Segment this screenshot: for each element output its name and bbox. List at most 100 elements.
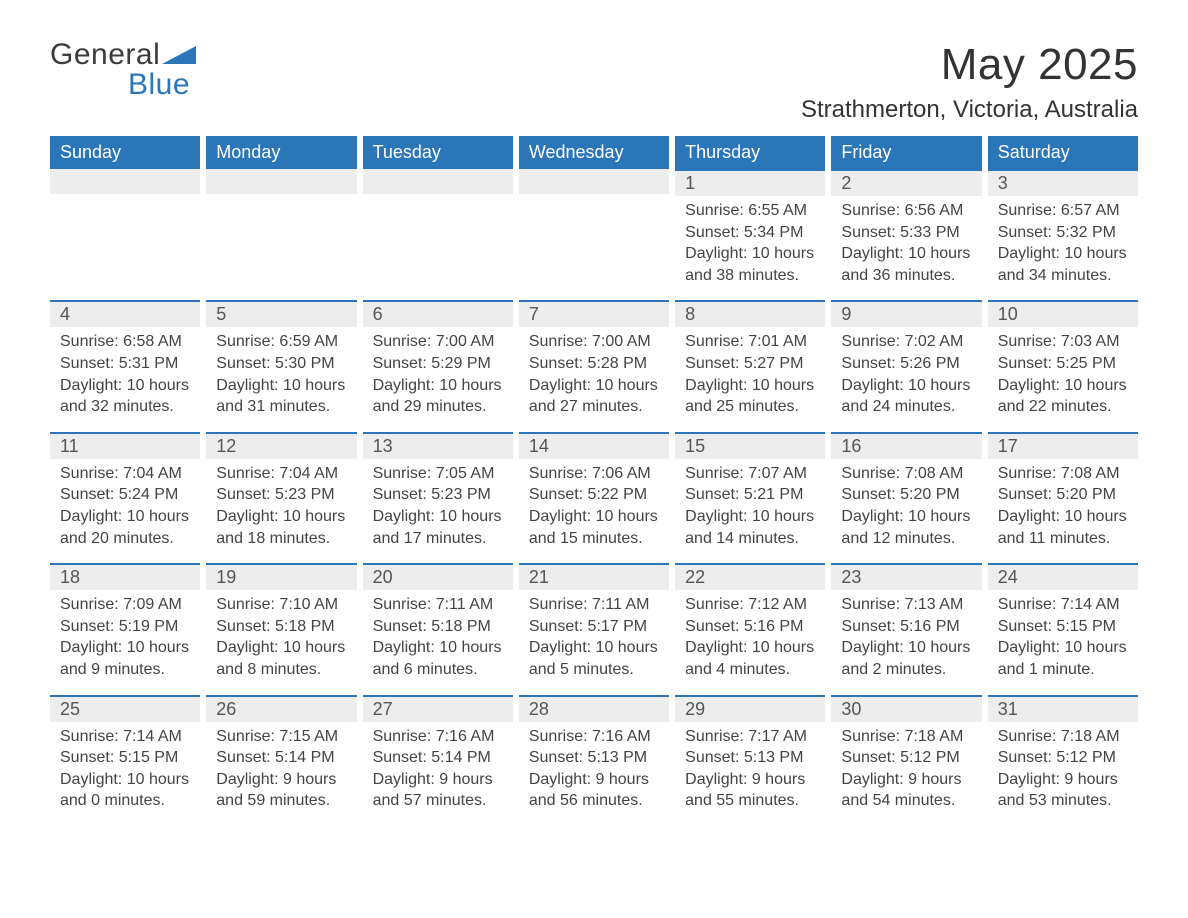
day-cell: 4Sunrise: 6:58 AMSunset: 5:31 PMDaylight… [50, 300, 200, 431]
day-body [206, 194, 356, 212]
day-cell: 25Sunrise: 7:14 AMSunset: 5:15 PMDayligh… [50, 695, 200, 826]
sunset-text: Sunset: 5:30 PM [216, 353, 346, 375]
daylight-text: Daylight: 10 hours and 29 minutes. [373, 375, 503, 418]
sunset-text: Sunset: 5:19 PM [60, 616, 190, 638]
sunrise-text: Sunrise: 7:06 AM [529, 463, 659, 485]
sunrise-text: Sunrise: 7:13 AM [841, 594, 971, 616]
day-cell: 23Sunrise: 7:13 AMSunset: 5:16 PMDayligh… [831, 563, 981, 694]
day-number: 31 [988, 695, 1138, 722]
day-number: 21 [519, 563, 669, 590]
sunset-text: Sunset: 5:28 PM [529, 353, 659, 375]
sunrise-text: Sunrise: 7:10 AM [216, 594, 346, 616]
sunset-text: Sunset: 5:23 PM [373, 484, 503, 506]
sunset-text: Sunset: 5:24 PM [60, 484, 190, 506]
day-cell: 28Sunrise: 7:16 AMSunset: 5:13 PMDayligh… [519, 695, 669, 826]
day-cell: 15Sunrise: 7:07 AMSunset: 5:21 PMDayligh… [675, 432, 825, 563]
day-body: Sunrise: 7:07 AMSunset: 5:21 PMDaylight:… [675, 459, 825, 563]
day-header: Friday [831, 136, 981, 169]
day-body: Sunrise: 7:00 AMSunset: 5:28 PMDaylight:… [519, 327, 669, 431]
day-body [519, 194, 669, 212]
day-number: . [206, 169, 356, 194]
day-number: 9 [831, 300, 981, 327]
day-cell: 22Sunrise: 7:12 AMSunset: 5:16 PMDayligh… [675, 563, 825, 694]
sunrise-text: Sunrise: 6:58 AM [60, 331, 190, 353]
day-body: Sunrise: 7:18 AMSunset: 5:12 PMDaylight:… [988, 722, 1138, 826]
sunrise-text: Sunrise: 6:56 AM [841, 200, 971, 222]
daylight-text: Daylight: 10 hours and 15 minutes. [529, 506, 659, 549]
day-number: 30 [831, 695, 981, 722]
sunrise-text: Sunrise: 7:16 AM [529, 726, 659, 748]
day-body: Sunrise: 7:12 AMSunset: 5:16 PMDaylight:… [675, 590, 825, 694]
day-number: 16 [831, 432, 981, 459]
sunrise-text: Sunrise: 7:07 AM [685, 463, 815, 485]
day-number: 20 [363, 563, 513, 590]
sunset-text: Sunset: 5:20 PM [841, 484, 971, 506]
sunset-text: Sunset: 5:27 PM [685, 353, 815, 375]
daylight-text: Daylight: 10 hours and 14 minutes. [685, 506, 815, 549]
sunset-text: Sunset: 5:23 PM [216, 484, 346, 506]
sunrise-text: Sunrise: 7:14 AM [998, 594, 1128, 616]
day-number: 4 [50, 300, 200, 327]
day-cell: 27Sunrise: 7:16 AMSunset: 5:14 PMDayligh… [363, 695, 513, 826]
day-number: 6 [363, 300, 513, 327]
day-cell: 9Sunrise: 7:02 AMSunset: 5:26 PMDaylight… [831, 300, 981, 431]
day-number: 27 [363, 695, 513, 722]
sunset-text: Sunset: 5:18 PM [373, 616, 503, 638]
day-cell: 24Sunrise: 7:14 AMSunset: 5:15 PMDayligh… [988, 563, 1138, 694]
sunset-text: Sunset: 5:13 PM [529, 747, 659, 769]
day-body: Sunrise: 6:58 AMSunset: 5:31 PMDaylight:… [50, 327, 200, 431]
logo: General Blue [50, 40, 196, 100]
day-number: 22 [675, 563, 825, 590]
day-number: 18 [50, 563, 200, 590]
day-body: Sunrise: 7:13 AMSunset: 5:16 PMDaylight:… [831, 590, 981, 694]
day-body: Sunrise: 6:55 AMSunset: 5:34 PMDaylight:… [675, 196, 825, 300]
day-cell: 19Sunrise: 7:10 AMSunset: 5:18 PMDayligh… [206, 563, 356, 694]
day-number: 14 [519, 432, 669, 459]
day-cell: 16Sunrise: 7:08 AMSunset: 5:20 PMDayligh… [831, 432, 981, 563]
sunrise-text: Sunrise: 6:59 AM [216, 331, 346, 353]
daylight-text: Daylight: 10 hours and 2 minutes. [841, 637, 971, 680]
day-body: Sunrise: 7:14 AMSunset: 5:15 PMDaylight:… [50, 722, 200, 826]
day-number: . [519, 169, 669, 194]
sunrise-text: Sunrise: 7:00 AM [373, 331, 503, 353]
sunrise-text: Sunrise: 7:11 AM [529, 594, 659, 616]
sunset-text: Sunset: 5:31 PM [60, 353, 190, 375]
daylight-text: Daylight: 10 hours and 8 minutes. [216, 637, 346, 680]
day-number: 5 [206, 300, 356, 327]
daylight-text: Daylight: 10 hours and 36 minutes. [841, 243, 971, 286]
day-header: Saturday [988, 136, 1138, 169]
daylight-text: Daylight: 10 hours and 25 minutes. [685, 375, 815, 418]
sunset-text: Sunset: 5:16 PM [841, 616, 971, 638]
sunset-text: Sunset: 5:20 PM [998, 484, 1128, 506]
sunrise-text: Sunrise: 7:14 AM [60, 726, 190, 748]
sunrise-text: Sunrise: 7:00 AM [529, 331, 659, 353]
day-number: 8 [675, 300, 825, 327]
sunrise-text: Sunrise: 7:08 AM [998, 463, 1128, 485]
location-text: Strathmerton, Victoria, Australia [801, 96, 1138, 124]
sunset-text: Sunset: 5:12 PM [998, 747, 1128, 769]
month-title: May 2025 [801, 40, 1138, 90]
day-number: 13 [363, 432, 513, 459]
day-body: Sunrise: 7:01 AMSunset: 5:27 PMDaylight:… [675, 327, 825, 431]
sunrise-text: Sunrise: 7:01 AM [685, 331, 815, 353]
day-number: 7 [519, 300, 669, 327]
header: General Blue May 2025 Strathmerton, Vict… [50, 40, 1138, 124]
sunrise-text: Sunrise: 7:16 AM [373, 726, 503, 748]
day-number: 2 [831, 169, 981, 196]
day-body: Sunrise: 6:56 AMSunset: 5:33 PMDaylight:… [831, 196, 981, 300]
daylight-text: Daylight: 10 hours and 1 minute. [998, 637, 1128, 680]
daylight-text: Daylight: 9 hours and 59 minutes. [216, 769, 346, 812]
day-body: Sunrise: 6:59 AMSunset: 5:30 PMDaylight:… [206, 327, 356, 431]
logo-text: General Blue [50, 40, 196, 100]
day-cell: 2Sunrise: 6:56 AMSunset: 5:33 PMDaylight… [831, 169, 981, 300]
sunset-text: Sunset: 5:21 PM [685, 484, 815, 506]
daylight-text: Daylight: 10 hours and 18 minutes. [216, 506, 346, 549]
day-number: 29 [675, 695, 825, 722]
day-header: Monday [206, 136, 356, 169]
sunrise-text: Sunrise: 6:55 AM [685, 200, 815, 222]
day-cell: 7Sunrise: 7:00 AMSunset: 5:28 PMDaylight… [519, 300, 669, 431]
sunrise-text: Sunrise: 7:11 AM [373, 594, 503, 616]
sunrise-text: Sunrise: 7:05 AM [373, 463, 503, 485]
day-cell: 31Sunrise: 7:18 AMSunset: 5:12 PMDayligh… [988, 695, 1138, 826]
day-header: Sunday [50, 136, 200, 169]
